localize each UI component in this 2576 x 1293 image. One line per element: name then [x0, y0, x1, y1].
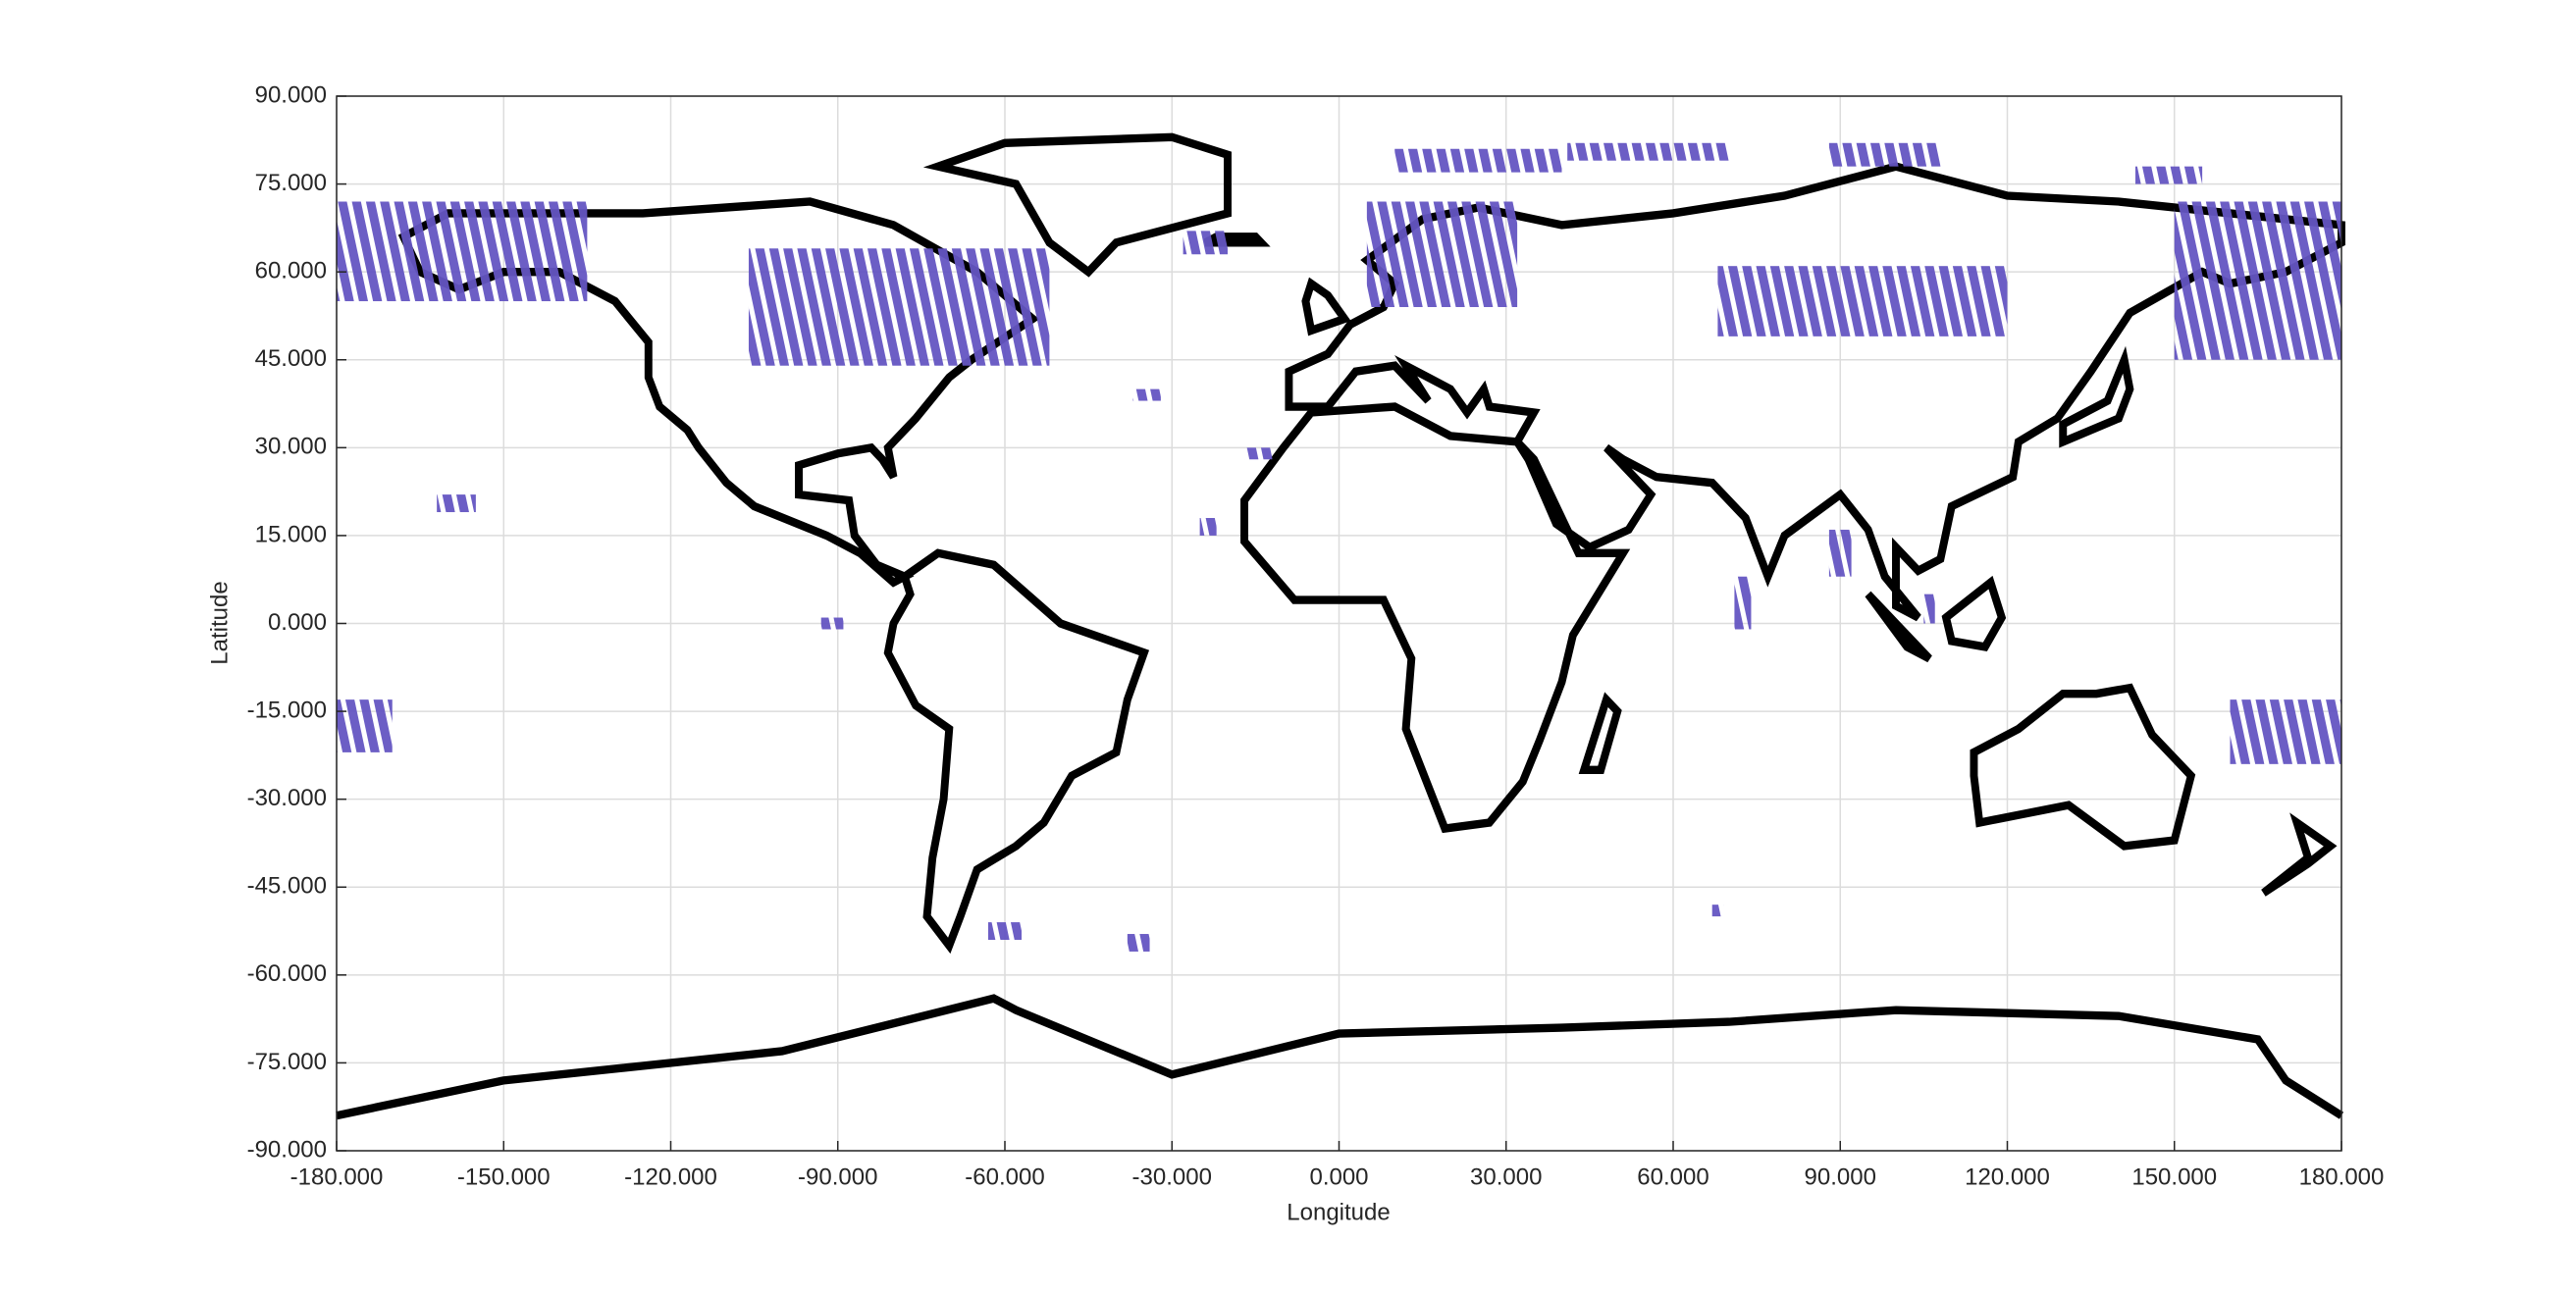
y-tick-label: 90.000	[255, 81, 327, 108]
y-tick-label: 0.000	[268, 609, 327, 636]
swath	[337, 699, 393, 752]
swath	[1127, 934, 1150, 952]
y-tick-label: 15.000	[255, 521, 327, 547]
x-tick-label: 30.000	[1470, 1164, 1542, 1190]
y-tick-label: -60.000	[247, 960, 327, 987]
swath	[1734, 576, 1752, 630]
y-tick-label: -15.000	[247, 697, 327, 723]
x-tick-label: -120.000	[624, 1164, 717, 1190]
swath	[2174, 201, 2341, 360]
swath	[1567, 142, 1729, 161]
y-tick-label: -90.000	[247, 1136, 327, 1163]
x-tick-label: 90.000	[1805, 1164, 1876, 1190]
y-tick-label: 30.000	[255, 434, 327, 460]
swath	[1183, 231, 1228, 255]
x-tick-label: -150.000	[457, 1164, 551, 1190]
swath	[748, 248, 1050, 366]
swath	[1828, 529, 1852, 577]
x-tick-label: 120.000	[1965, 1164, 2050, 1190]
swath	[437, 494, 476, 513]
x-tick-label: -60.000	[965, 1164, 1044, 1190]
swath	[337, 201, 588, 302]
y-tick-label: -75.000	[247, 1049, 327, 1075]
x-tick-label: 0.000	[1309, 1164, 1368, 1190]
y-tick-label: 60.000	[255, 258, 327, 284]
swath	[1828, 142, 1941, 167]
swath	[1711, 905, 1724, 917]
coastlines	[336, 132, 2345, 1120]
swath	[820, 617, 844, 630]
swath	[1132, 388, 1161, 401]
x-axis-label: Longitude	[1287, 1199, 1390, 1225]
y-axis-label: Latitude	[206, 581, 233, 664]
y-tick-label: -45.000	[247, 873, 327, 900]
swath	[1394, 148, 1562, 173]
swath	[1244, 447, 1273, 460]
x-tick-label: 60.000	[1637, 1164, 1709, 1190]
swath	[2230, 699, 2341, 764]
swath	[2135, 166, 2203, 184]
swath	[1717, 266, 2008, 336]
x-tick-label: 150.000	[2131, 1164, 2217, 1190]
swath	[1366, 201, 1518, 307]
y-tick-label: -30.000	[247, 785, 327, 811]
y-tick-label: 45.000	[255, 345, 327, 372]
swath	[987, 922, 1023, 940]
x-tick-label: -90.000	[798, 1164, 877, 1190]
y-tick-label: 75.000	[255, 170, 327, 196]
swath	[1199, 518, 1217, 536]
x-tick-label: -30.000	[1132, 1164, 1212, 1190]
x-tick-label: -180.000	[290, 1164, 384, 1190]
swath	[1923, 594, 1935, 624]
x-tick-label: 180.000	[2299, 1164, 2385, 1190]
